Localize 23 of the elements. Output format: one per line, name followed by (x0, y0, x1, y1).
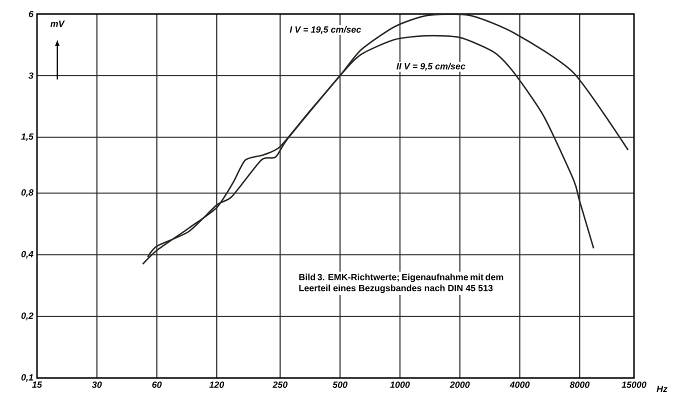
y-tick-label: 0,1 (21, 374, 33, 382)
y-tick-label: 0,2 (21, 312, 34, 320)
y-axis-title: mV (50, 20, 65, 27)
y-tick-label: 1,5 (21, 133, 34, 142)
annotation: Bild 3. EMK-Richtwerte; Eigenaufnahme mit dem Leerteil eines Bezugsbandes nach DIN 45 513 (299, 274, 504, 294)
x-tick-label: 500 (332, 382, 348, 388)
x-tick-label: 30 (92, 382, 102, 388)
y-tick-label: 0,4 (21, 250, 34, 259)
x-tick-label: 8000 (570, 382, 590, 388)
x-tick-label: 4000 (510, 382, 530, 388)
x-tick-label: 2000 (450, 382, 470, 388)
x-tick-label: 1000 (390, 382, 410, 388)
x-tick-label: 120 (209, 382, 224, 388)
x-axis-title: Hz (656, 386, 668, 392)
x-tick-label: 250 (272, 382, 288, 388)
y-tick-label: 0,8 (21, 189, 34, 197)
y-tick-label: 6 (28, 10, 34, 18)
x-tick-label: 15 (32, 382, 42, 388)
series-label: I V = 19,5 cm/sec (290, 26, 362, 34)
x-tick-label: 15000 (622, 382, 646, 388)
y-tick-label: 3 (28, 72, 34, 79)
text: II V = 9,5 cm/sec (396, 62, 466, 71)
x-tick-label: 60 (152, 382, 162, 388)
